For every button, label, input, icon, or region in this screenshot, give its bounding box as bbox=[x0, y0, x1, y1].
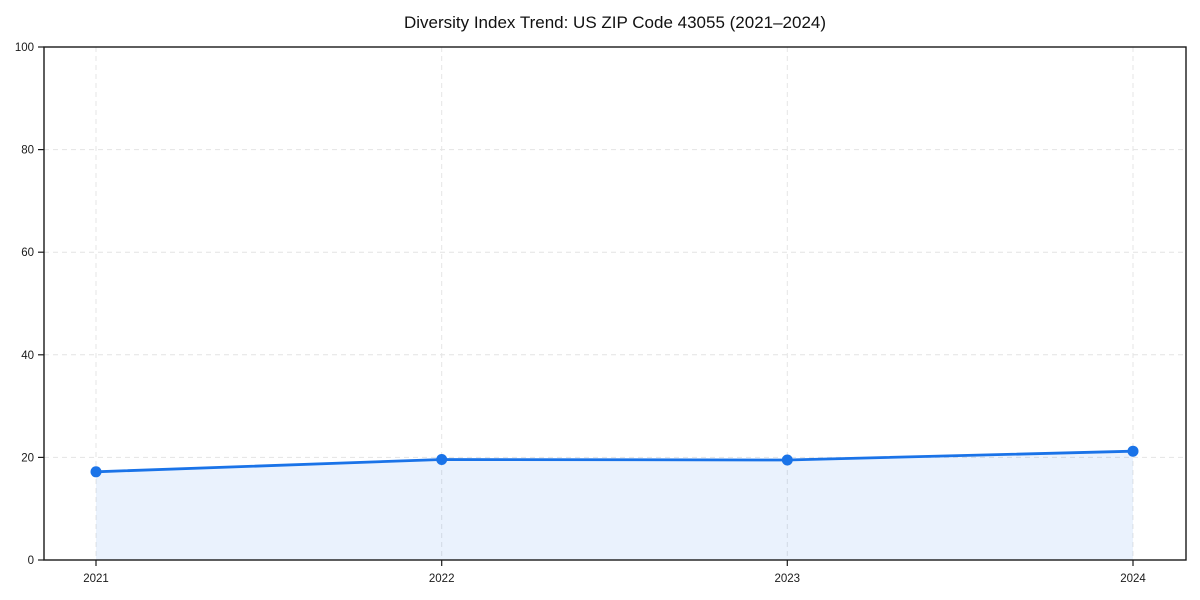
y-tick-label: 60 bbox=[21, 247, 34, 259]
data-point-2024 bbox=[1127, 445, 1139, 457]
data-point-2023 bbox=[781, 454, 793, 466]
x-tick-label: 2022 bbox=[429, 573, 455, 585]
y-tick-label: 100 bbox=[15, 42, 34, 54]
y-tick-label: 80 bbox=[21, 145, 34, 157]
y-tick-label: 0 bbox=[28, 555, 34, 567]
chart-title: Diversity Index Trend: US ZIP Code 43055… bbox=[404, 13, 826, 32]
data-point-2022 bbox=[436, 454, 448, 465]
x-tick-label: 2023 bbox=[775, 573, 801, 585]
plot-frame bbox=[43, 46, 1187, 561]
trend-line bbox=[94, 449, 1135, 474]
data-point-2021 bbox=[90, 466, 102, 478]
y-tick-label: 20 bbox=[21, 452, 34, 464]
y-tick-label: 40 bbox=[21, 350, 34, 362]
area-fill bbox=[96, 451, 1133, 560]
x-tick-label: 2021 bbox=[83, 573, 109, 585]
plot-area: 0 20 40 60 80 100 2021 2022 2023 2024 bbox=[15, 42, 1187, 585]
x-tick-label: 2024 bbox=[1120, 573, 1146, 585]
